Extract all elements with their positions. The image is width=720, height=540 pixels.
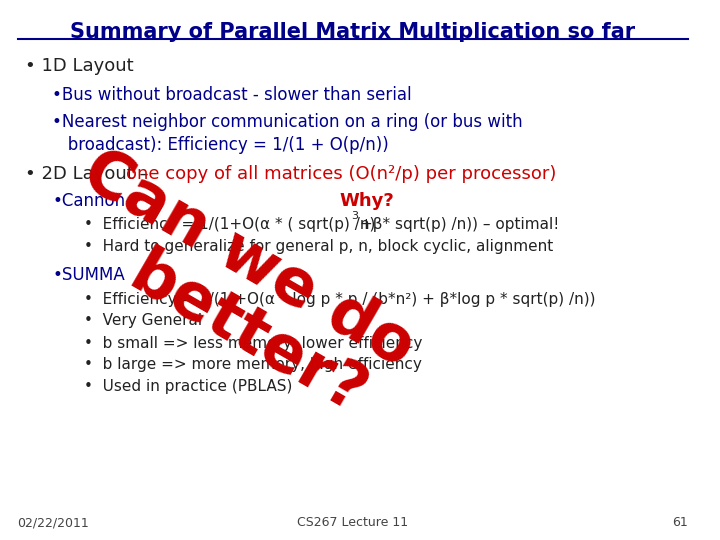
- Text: better?: better?: [119, 242, 377, 427]
- Text: 02/22/2011: 02/22/2011: [17, 516, 89, 529]
- Text: •  b large => more memory, high efficiency: • b large => more memory, high efficienc…: [84, 357, 422, 373]
- Text: •Nearest neighbor communication on a ring (or bus with: •Nearest neighbor communication on a rin…: [53, 113, 523, 131]
- Text: •  Very General: • Very General: [84, 313, 202, 328]
- Text: •Bus without broadcast - slower than serial: •Bus without broadcast - slower than ser…: [53, 86, 412, 104]
- Text: • 2D Layout –: • 2D Layout –: [24, 165, 154, 183]
- Text: +β* sqrt(p) /n)) – optimal!: +β* sqrt(p) /n)) – optimal!: [360, 217, 559, 232]
- Text: •Cannon: •Cannon: [53, 192, 125, 210]
- Text: •  b small => less memory, lower efficiency: • b small => less memory, lower efficien…: [84, 336, 423, 351]
- Text: • 1D Layout: • 1D Layout: [24, 57, 133, 75]
- Text: •  Efficiency = 1/(1+O(α * ( sqrt(p) /n): • Efficiency = 1/(1+O(α * ( sqrt(p) /n): [84, 217, 375, 232]
- Text: 61: 61: [672, 516, 688, 529]
- Text: CS267 Lecture 11: CS267 Lecture 11: [297, 516, 408, 529]
- Text: Summary of Parallel Matrix Multiplication so far: Summary of Parallel Matrix Multiplicatio…: [71, 22, 636, 42]
- Text: •  Efficiency = 1/(1 +O(α * log p * p / (b*n²) + β*log p * sqrt(p) /n)): • Efficiency = 1/(1 +O(α * log p * p / (…: [84, 292, 595, 307]
- Text: one copy of all matrices (O(n²/p) per processor): one copy of all matrices (O(n²/p) per pr…: [126, 165, 557, 183]
- Text: •SUMMA: •SUMMA: [53, 266, 125, 284]
- Text: Can we do: Can we do: [71, 139, 425, 379]
- Text: •  Hard to generalize for general p, n, block cyclic, alignment: • Hard to generalize for general p, n, b…: [84, 239, 553, 254]
- Text: •  Used in practice (PBLAS): • Used in practice (PBLAS): [84, 379, 292, 394]
- Text: broadcast): Efficiency = 1/(1 + O(p/n)): broadcast): Efficiency = 1/(1 + O(p/n)): [53, 136, 390, 154]
- Text: Why?: Why?: [339, 192, 394, 210]
- Text: 3: 3: [351, 211, 358, 221]
